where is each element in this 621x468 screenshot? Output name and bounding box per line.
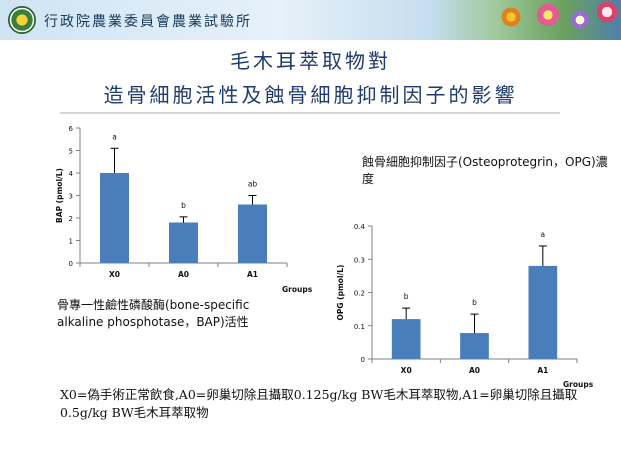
y-axis-title: OPG (pmol/L)	[336, 265, 345, 321]
bar-x0	[100, 173, 129, 263]
x-tick-label: X0	[109, 270, 120, 279]
bap-description: 骨專一性鹼性磷酸酶(bone-specific alkaline phospho…	[57, 298, 250, 329]
flower-icon	[535, 2, 561, 28]
bap-bar-chart: 0 1 2 3 4 5 6 a X0 b A0 ab A1 BAP (pmol/L) Groups	[55, 125, 313, 294]
y-tick-label: 0.2	[354, 290, 365, 298]
banner-flower-photos	[430, 0, 621, 40]
group-legend-footnote: X0=偽手術正常飲食,A0=卵巢切除且攝取0.125g/kg BW毛木耳萃取物,…	[60, 387, 578, 420]
organization-name: 行政院農業委員會農業試驗所	[44, 14, 252, 30]
significance-label: ab	[248, 180, 258, 189]
slide-title-line1: 毛木耳萃取物對	[230, 49, 391, 73]
y-tick-label: 4	[69, 170, 74, 178]
x-tick-label: X0	[401, 366, 412, 375]
y-tick-label: 0.3	[354, 256, 365, 264]
significance-label: b	[404, 292, 409, 301]
y-tick-label: 6	[69, 125, 74, 133]
significance-label: a	[541, 230, 546, 239]
slide-title-line2: 造骨細胞活性及蝕骨細胞抑制因子的影響	[103, 83, 518, 107]
bar-x0	[391, 319, 421, 359]
flower-icon	[500, 6, 522, 28]
x-tick-label: A1	[247, 270, 258, 279]
y-tick-label: 2	[69, 215, 73, 223]
x-tick-label: A0	[469, 366, 480, 375]
bar-a1	[238, 204, 267, 263]
institute-logo-icon	[8, 6, 36, 34]
opg-description: 蝕骨細胞抑制因子(Osteoprotegrin，OPG)濃度	[362, 155, 608, 186]
x-tick-label: A1	[537, 366, 548, 375]
bar-a0	[169, 222, 198, 263]
significance-label: a	[112, 132, 117, 141]
flower-icon	[595, 0, 619, 24]
bar-a0	[460, 333, 489, 359]
y-axis-title: BAP (pmol/L)	[55, 168, 64, 223]
opg-bar-chart: 0 0.1 0.2 0.3 0.4 b X0 b A0 a A1 OPG (pmol/L) Groups	[336, 223, 594, 389]
header-banner: 行政院農業委員會農業試驗所	[0, 0, 621, 40]
y-tick-label: 1	[69, 238, 73, 246]
y-tick-label: 3	[69, 193, 73, 201]
flower-icon	[570, 10, 590, 30]
y-tick-label: 0	[69, 260, 73, 268]
y-tick-label: 0	[361, 356, 365, 364]
significance-label: b	[472, 298, 477, 307]
x-axis-title: Groups	[282, 285, 313, 294]
x-tick-label: A0	[178, 270, 189, 279]
x-axis-title: Groups	[563, 380, 594, 389]
title-divider	[60, 112, 560, 114]
y-tick-label: 0.1	[354, 323, 365, 331]
y-tick-label: 0.4	[354, 223, 366, 231]
y-tick-label: 5	[69, 148, 73, 156]
bar-a1	[528, 265, 558, 359]
significance-label: b	[181, 201, 186, 210]
